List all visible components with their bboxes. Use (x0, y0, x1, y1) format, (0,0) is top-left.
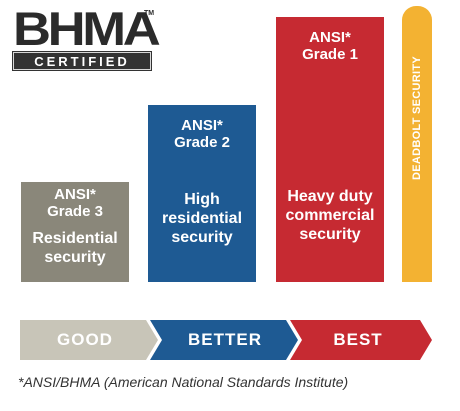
grade-1-label: Grade 1 (302, 46, 358, 63)
grade-2-desc-2: residential (161, 210, 243, 227)
grade-2-desc-1: High (184, 191, 220, 208)
grade-3-desc-1: Residential (32, 230, 118, 247)
grade-3-desc-2: security (44, 249, 106, 266)
grade-2-label: Grade 2 (174, 134, 230, 151)
deadbolt-security-label: DEADBOLT SECURITY (411, 55, 423, 181)
footnote: *ANSI/BHMA (American National Standards … (18, 374, 349, 390)
grade-1-desc-2: commercial (285, 207, 375, 224)
deadbolt-security-bar: DEADBOLT SECURITY (402, 6, 432, 282)
grade-3-label: Grade 3 (47, 203, 103, 220)
grade-1-desc-3: security (299, 226, 361, 243)
logo-main-text: BHMA (13, 2, 161, 55)
grade-2-bar: ANSI* Grade 2 High residential security (148, 105, 256, 282)
best-label: BEST (333, 330, 383, 349)
grade-1-ansi: ANSI* (309, 29, 351, 46)
grade-3-ansi: ANSI* (54, 186, 96, 203)
logo-trademark: TM (144, 10, 155, 17)
bhma-certified-logo: BHMA TM CERTIFIED (12, 5, 161, 71)
grade-3-bar: ANSI* Grade 3 Residential security (21, 182, 129, 282)
grade-2-desc-3: security (171, 229, 233, 246)
grade-2-ansi: ANSI* (181, 117, 223, 134)
grade-1-bar: ANSI* Grade 1 Heavy duty commercial secu… (276, 17, 384, 282)
better-label: BETTER (188, 330, 262, 349)
good-label: GOOD (57, 330, 113, 349)
logo-certified-text: CERTIFIED (12, 51, 152, 71)
grade-1-desc-1: Heavy duty (287, 188, 373, 205)
